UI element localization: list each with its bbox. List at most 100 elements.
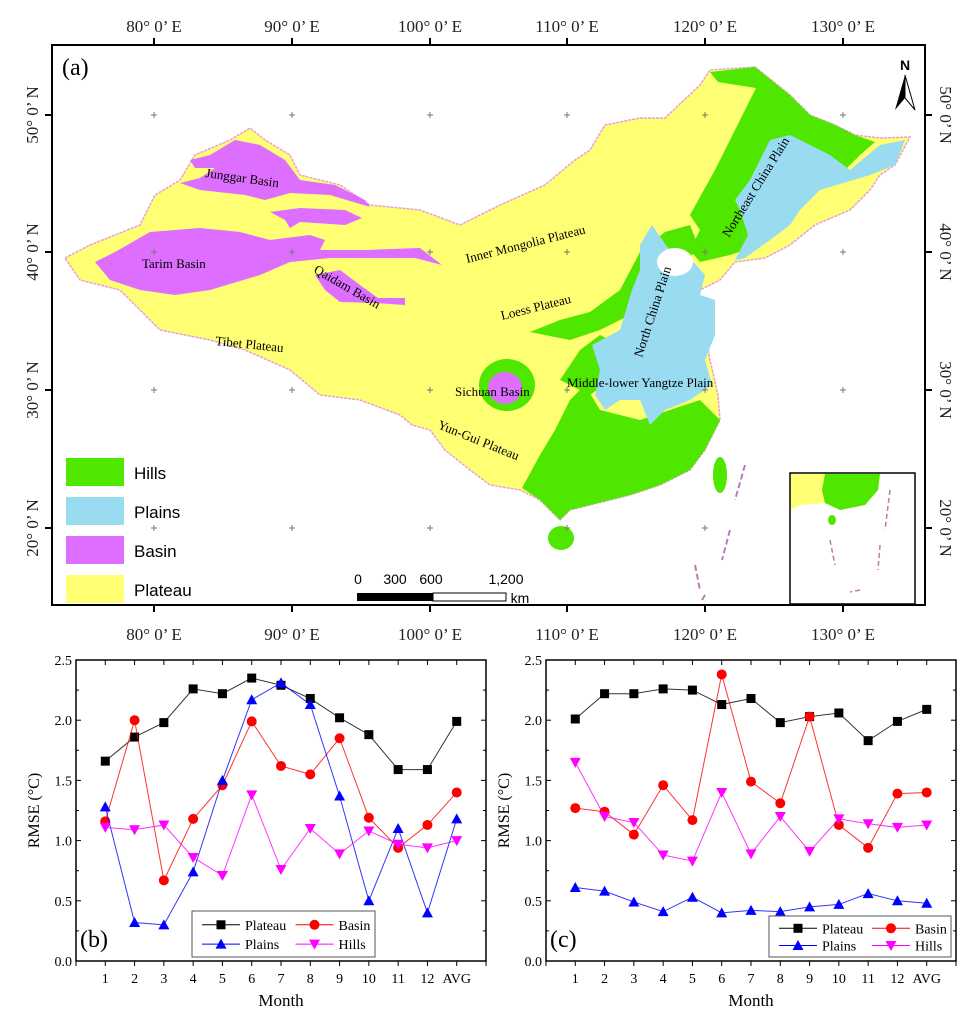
data-point-plateau [130,732,140,742]
legend-swatch-hills [66,458,124,486]
x-tick-label: 11 [861,972,874,987]
legend-swatch-plains [66,497,124,525]
lat-label-right: 30° 0’ N [936,361,955,418]
data-point-hills [275,864,287,875]
legend-label: Hills [915,940,942,955]
legend-marker-plateau [216,920,226,930]
data-point-plains [451,813,463,824]
y-axis-title: RMSE (°C) [26,773,43,848]
data-point-hills [392,839,404,850]
northeast-china-plain-region [735,135,905,260]
label-sichuan-basin: Sichuan Basin [455,384,530,399]
x-tick-label: 10 [832,972,846,987]
legend-swatch-plateau [66,575,124,603]
data-point-basin [363,812,374,823]
lon-label-top: 80° 0’ E [126,17,182,36]
lat-label-left: 30° 0’ N [23,361,42,418]
legend-swatch-basin [66,536,124,564]
data-point-plateau [100,756,110,766]
data-point-hills [451,836,463,847]
data-point-hills [745,849,757,860]
data-point-basin [804,711,815,722]
legend-marker-plateau [793,923,803,933]
data-point-hills [862,819,874,830]
y-tick-label: 1.0 [525,835,543,850]
data-point-plains [716,907,728,918]
lat-label-right: 50° 0’ N [936,86,955,143]
data-point-plains [686,891,698,902]
series-plateau [100,673,462,775]
data-point-hills [921,820,933,831]
lat-label-left: 50° 0’ N [23,86,42,143]
data-point-plateau [775,718,785,728]
sichuan-basin-region [488,372,522,404]
data-point-plateau [188,684,198,694]
data-point-basin [746,776,756,787]
series-basin [100,715,462,886]
data-point-basin [305,769,316,780]
data-point-hills [774,812,786,823]
lon-label-bottom: 90° 0’ E [264,625,320,644]
data-point-basin [628,829,639,840]
x-tick-label: AVG [912,972,941,987]
data-point-plateau [746,694,756,704]
y-tick-label: 2.5 [55,654,73,669]
data-point-basin [188,813,199,824]
data-point-hills [187,852,199,863]
series-line-plains [104,682,458,926]
sea-boundary-lines [694,464,746,601]
legend-label: Plateau [822,922,863,937]
y-axis-title: RMSE (°C) [496,773,513,848]
qaidam-basin-region [315,270,405,305]
lon-label-top: 120° 0’ E [673,17,737,36]
hainan-island [548,526,574,550]
x-tick-label: 7 [748,972,755,987]
series-hills [99,790,463,882]
data-point-basin [129,715,140,726]
bohai-sea [657,248,693,276]
y-tick-label: 0.0 [55,955,73,970]
label-middle-lower-yangtze-plain: Middle-lower Yangtze Plain [567,375,714,390]
panel-label: (c) [550,927,577,953]
lon-label-bottom: 130° 0’ E [811,625,875,644]
chart-b: 0.00.51.01.52.02.51 2 3 4 5 6 7 8 9 10 11 12 AVGMont… [26,654,487,1010]
x-tick-label: 11 [391,972,404,987]
data-point-plains [246,694,258,705]
data-point-basin [334,733,345,744]
x-tick-label: 1 [572,972,579,987]
scale-tick: 300 [383,571,407,587]
scale-tick: 600 [419,571,443,587]
lon-label-bottom: 120° 0’ E [673,625,737,644]
data-point-basin [775,798,786,809]
tarim-basin-region [95,228,442,295]
scale-bar: 0 300 600 1,200 km [354,571,529,606]
data-point-basin [892,788,903,799]
x-tick-label: 4 [660,972,667,987]
legend-label: Plateau [134,581,192,600]
data-point-plains [363,895,375,906]
data-point-plains [921,897,933,908]
data-point-plains [334,790,346,801]
data-point-plains [745,904,757,915]
data-point-plains [862,888,874,899]
series-plains [569,882,933,918]
data-point-hills [129,825,141,836]
data-point-hills [421,843,433,854]
data-point-plains [833,898,845,909]
data-point-plateau [305,694,315,704]
data-point-plateau [600,689,610,699]
data-point-plateau [834,708,844,718]
data-point-basin [246,716,257,727]
lon-label-bottom: 110° 0’ E [535,625,598,644]
y-tick-label: 1.5 [525,774,543,789]
scale-tick: 0 [354,571,362,587]
taiwan-island [713,457,727,493]
north-china-plain-region [592,225,715,425]
data-point-plains [129,916,141,927]
lat-label-left: 20° 0’ N [23,499,42,556]
x-tick-label: 4 [190,972,197,987]
data-point-basin [716,669,727,680]
y-tick-label: 2.0 [55,714,73,729]
data-point-hills [334,849,346,860]
